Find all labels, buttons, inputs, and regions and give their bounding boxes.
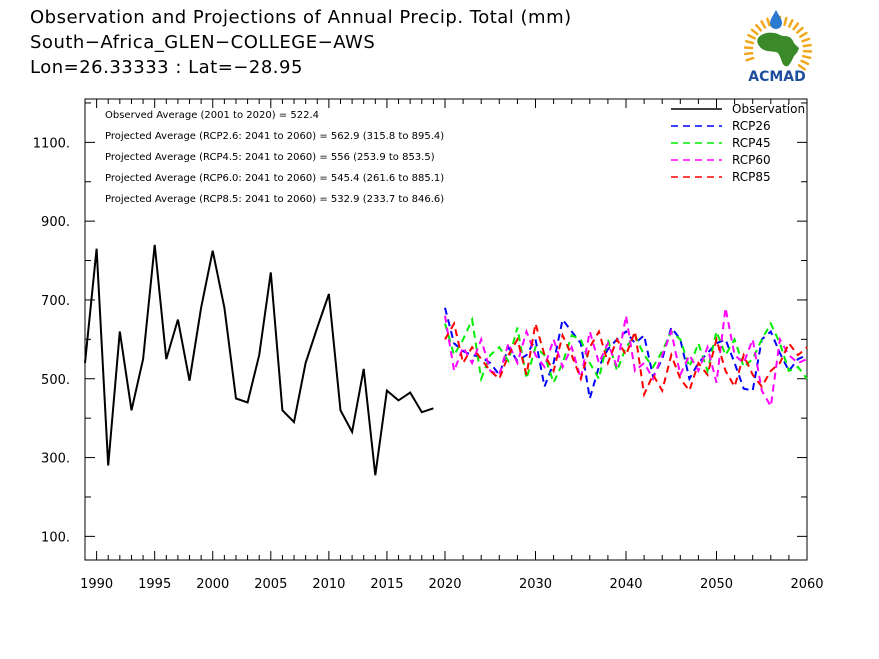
- annotation-line: Observed Average (2001 to 2020) = 522.4: [105, 110, 319, 121]
- series-line-observation: [84, 244, 434, 476]
- x-tick-label: 2005: [254, 577, 287, 592]
- acmad-logo-text: ACMAD: [748, 69, 806, 84]
- acmad-logo: ACMAD: [743, 10, 813, 84]
- annotation-line: Projected Average (RCP6.0: 2041 to 2060)…: [105, 173, 444, 184]
- y-tick-label: 700.: [41, 294, 70, 309]
- sun-ray: [792, 22, 800, 31]
- x-tick-label: 2060: [790, 577, 823, 592]
- sun-ray: [743, 46, 754, 50]
- chart-title-line2: South−Africa_GLEN−COLLEGE−AWS: [30, 32, 376, 53]
- y-tick-label: 1100.: [33, 136, 70, 151]
- legend-label: Observation: [732, 102, 805, 116]
- sun-ray: [796, 26, 804, 34]
- sun-ray: [743, 51, 754, 56]
- x-tick-label: 2020: [428, 577, 461, 592]
- y-tick-label: 500.: [41, 373, 70, 388]
- axis-tick-labels: 100. 300. 500. 700. 900. 1100. 1990 1995 2000 200…: [33, 136, 824, 592]
- legend-label: RCP26: [732, 119, 771, 133]
- sun-ray: [802, 43, 812, 48]
- sun-ray: [799, 31, 808, 38]
- x-tick-label: 2030: [519, 577, 552, 592]
- sun-ray: [766, 17, 771, 27]
- axis-ticks: [85, 99, 808, 560]
- x-tick-label: 2000: [196, 577, 229, 592]
- y-tick-label: 900.: [41, 215, 70, 230]
- sun-ray: [745, 56, 755, 62]
- legend-label: RCP60: [732, 153, 771, 167]
- sun-ray: [750, 28, 759, 36]
- sun-ray: [783, 16, 788, 27]
- series-layer: [84, 244, 808, 476]
- plot-frame: [84, 98, 808, 561]
- legend-label: RCP45: [732, 136, 771, 150]
- sun-ray: [788, 19, 794, 28]
- sun-ray: [755, 23, 763, 32]
- sun-ray: [744, 39, 755, 45]
- x-tick-label: 2050: [700, 577, 733, 592]
- x-tick-label: 2015: [370, 577, 403, 592]
- x-tick-label: 2040: [609, 577, 642, 592]
- x-tick-label: 1990: [80, 577, 113, 592]
- y-tick-label: 100.: [41, 530, 70, 545]
- legend: Observation RCP26 RCP45 RCP60 RCP85: [671, 102, 805, 184]
- africa-map-icon: [757, 32, 799, 67]
- y-tick-label: 300.: [41, 452, 70, 467]
- annotation-line: Projected Average (RCP2.6: 2041 to 2060)…: [105, 131, 444, 142]
- sun-ray: [800, 59, 810, 66]
- annotation-line: Projected Average (RCP4.5: 2041 to 2060)…: [105, 152, 435, 163]
- annotation-line: Projected Average (RCP8.5: 2041 to 2060)…: [105, 194, 444, 205]
- sun-rays-icon: [743, 15, 813, 71]
- sun-ray: [797, 64, 806, 71]
- sun-ray: [802, 54, 812, 60]
- sun-ray: [760, 20, 767, 29]
- chart-title-line3: Lon=26.33333 : Lat=−28.95: [30, 57, 303, 78]
- annotations: Observed Average (2001 to 2020) = 522.4 P…: [105, 110, 444, 205]
- chart-title-line1: Observation and Projections of Annual Pr…: [30, 7, 572, 28]
- sun-ray: [747, 33, 756, 40]
- x-tick-label: 2010: [312, 577, 345, 592]
- series-line-rcp60: [444, 307, 808, 410]
- legend-label: RCP85: [732, 170, 771, 184]
- x-tick-label: 1995: [138, 577, 171, 592]
- raindrop-icon: [770, 10, 782, 29]
- sun-ray: [801, 37, 811, 43]
- series-line-rcp85: [444, 320, 808, 399]
